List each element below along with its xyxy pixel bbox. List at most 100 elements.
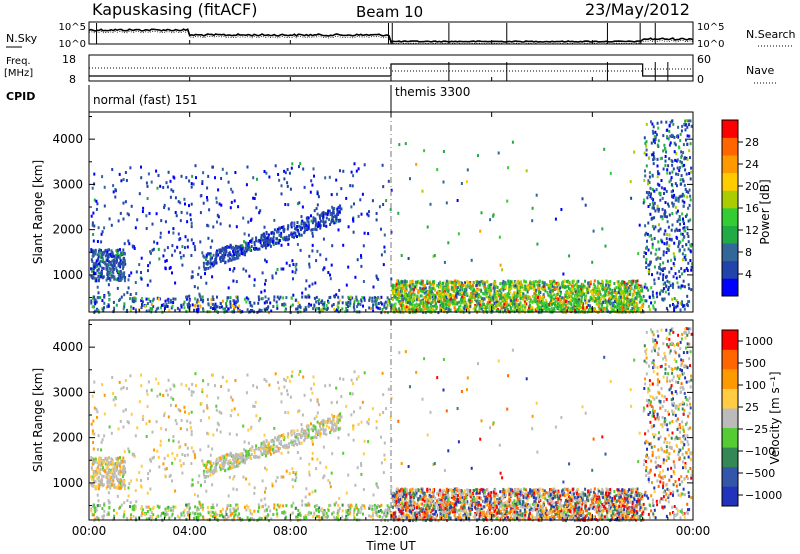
power-point xyxy=(677,218,680,222)
power-point xyxy=(314,219,317,223)
power-point xyxy=(228,267,231,271)
power-point xyxy=(460,298,463,302)
velocity-point xyxy=(172,439,175,443)
power-point xyxy=(646,239,648,243)
power-point xyxy=(303,229,306,233)
power-point xyxy=(398,143,401,147)
velocity-point xyxy=(110,431,113,435)
power-point xyxy=(635,292,638,296)
power-point xyxy=(334,219,337,223)
power-point xyxy=(347,225,350,229)
velocity-point xyxy=(127,421,130,425)
power-point xyxy=(222,307,225,311)
power-point xyxy=(95,261,98,265)
power-point xyxy=(275,241,278,245)
power-point xyxy=(656,121,659,125)
power-point xyxy=(645,299,648,303)
power-point xyxy=(107,291,110,295)
power-point xyxy=(609,171,612,175)
power-point xyxy=(275,271,278,275)
power-point xyxy=(312,216,315,220)
power-point xyxy=(316,306,318,310)
power-point xyxy=(457,292,460,296)
power-point xyxy=(373,299,376,303)
power-point xyxy=(91,223,94,227)
power-point xyxy=(458,283,460,287)
velocity-point xyxy=(162,462,165,466)
power-point xyxy=(463,294,466,298)
power-point xyxy=(108,248,110,252)
power-point xyxy=(586,305,588,309)
power-point xyxy=(264,258,266,262)
power-point xyxy=(99,264,102,268)
power-point xyxy=(214,260,217,264)
power-point xyxy=(671,297,674,301)
power-point xyxy=(581,295,583,299)
power-point xyxy=(250,240,253,244)
power-point xyxy=(322,237,325,241)
power-point xyxy=(114,254,117,258)
power-point xyxy=(303,225,306,229)
power-point xyxy=(550,306,553,310)
power-point xyxy=(507,282,510,286)
power-point xyxy=(536,283,539,287)
power-point xyxy=(504,282,507,286)
power-point xyxy=(331,212,333,216)
power-point xyxy=(617,286,620,290)
power-point xyxy=(469,301,472,304)
power-point xyxy=(263,234,266,238)
power-point xyxy=(288,171,291,175)
power-point xyxy=(592,282,595,286)
velocity-point xyxy=(115,474,118,478)
velocity-point xyxy=(313,504,316,508)
power-point xyxy=(666,168,669,172)
power-point xyxy=(563,307,566,311)
power-point xyxy=(155,169,158,173)
power-point xyxy=(622,303,625,307)
power-point xyxy=(528,300,531,304)
power-point xyxy=(311,183,314,187)
power-point xyxy=(415,302,418,306)
power-point xyxy=(409,298,412,302)
power-point xyxy=(508,284,511,288)
power-point xyxy=(418,307,421,311)
power-point xyxy=(152,305,155,309)
velocity-point xyxy=(95,473,98,477)
power-point xyxy=(558,288,561,292)
power-point xyxy=(330,220,333,224)
power-point xyxy=(405,285,408,289)
power-point xyxy=(675,172,678,176)
velocity-point xyxy=(153,448,156,452)
power-point xyxy=(329,273,331,277)
power-point xyxy=(679,286,682,290)
power-point xyxy=(516,298,519,302)
power-point xyxy=(686,232,689,236)
velocity-point xyxy=(164,467,167,471)
velocity-point xyxy=(140,373,142,377)
power-point xyxy=(433,298,436,302)
power-point xyxy=(502,288,505,292)
power-point xyxy=(309,190,312,194)
power-point xyxy=(632,305,635,309)
power-point xyxy=(383,305,386,309)
power-point xyxy=(372,309,375,313)
power-point xyxy=(119,274,122,277)
power-point xyxy=(557,303,560,307)
power-point xyxy=(672,252,675,256)
power-point xyxy=(660,268,663,272)
power-point xyxy=(315,259,318,263)
power-point xyxy=(303,222,306,226)
power-point xyxy=(200,275,202,279)
power-point xyxy=(123,293,126,297)
power-point xyxy=(221,299,224,303)
power-point xyxy=(97,279,100,283)
power-point xyxy=(235,225,238,229)
velocity-point xyxy=(264,487,267,490)
velocity-point xyxy=(166,513,169,516)
power-point xyxy=(668,233,671,237)
power-point xyxy=(245,269,248,273)
power-point xyxy=(233,306,236,310)
power-point xyxy=(199,211,202,215)
power-point xyxy=(424,286,427,290)
